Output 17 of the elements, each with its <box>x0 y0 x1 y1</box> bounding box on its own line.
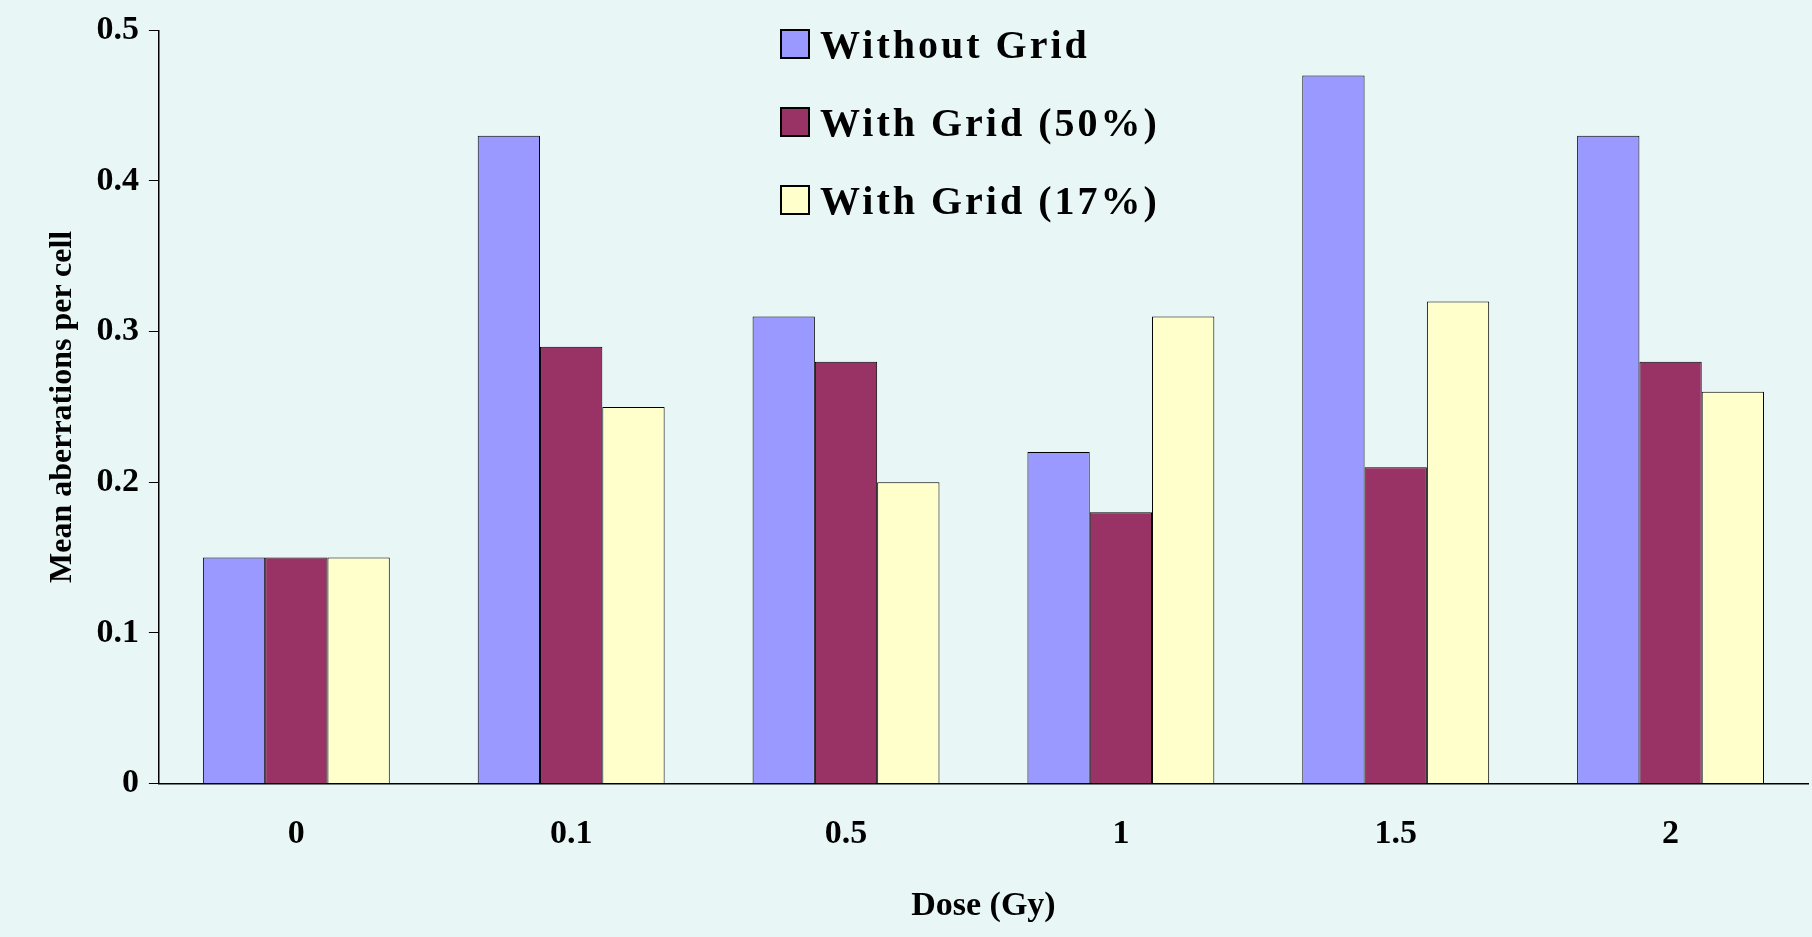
y-tick-label: 0.3 <box>96 310 139 348</box>
legend-label: With Grid (50%) <box>820 98 1160 146</box>
x-tick-label: 0.1 <box>549 812 593 850</box>
legend-label: With Grid (17%) <box>820 176 1160 224</box>
x-tick-label: 2 <box>1662 812 1680 850</box>
y-tick-label: 0 <box>121 762 139 800</box>
y-axis-title: Mean aberrations per cell <box>42 230 79 584</box>
x-axis-title: Dose (Gy) <box>911 885 1056 924</box>
x-tick-label: 0.5 <box>824 812 868 850</box>
y-tick-label: 0.2 <box>96 460 139 498</box>
x-tick-label: 1.5 <box>1374 812 1417 850</box>
x-tick-label: 0 <box>287 812 305 850</box>
legend-label: Without Grid <box>820 20 1090 68</box>
y-tick-label: 0.1 <box>96 611 139 649</box>
y-tick-label: 0.5 <box>96 9 139 47</box>
x-tick-label: 1 <box>1112 812 1130 850</box>
y-tick-label: 0.4 <box>96 159 139 197</box>
